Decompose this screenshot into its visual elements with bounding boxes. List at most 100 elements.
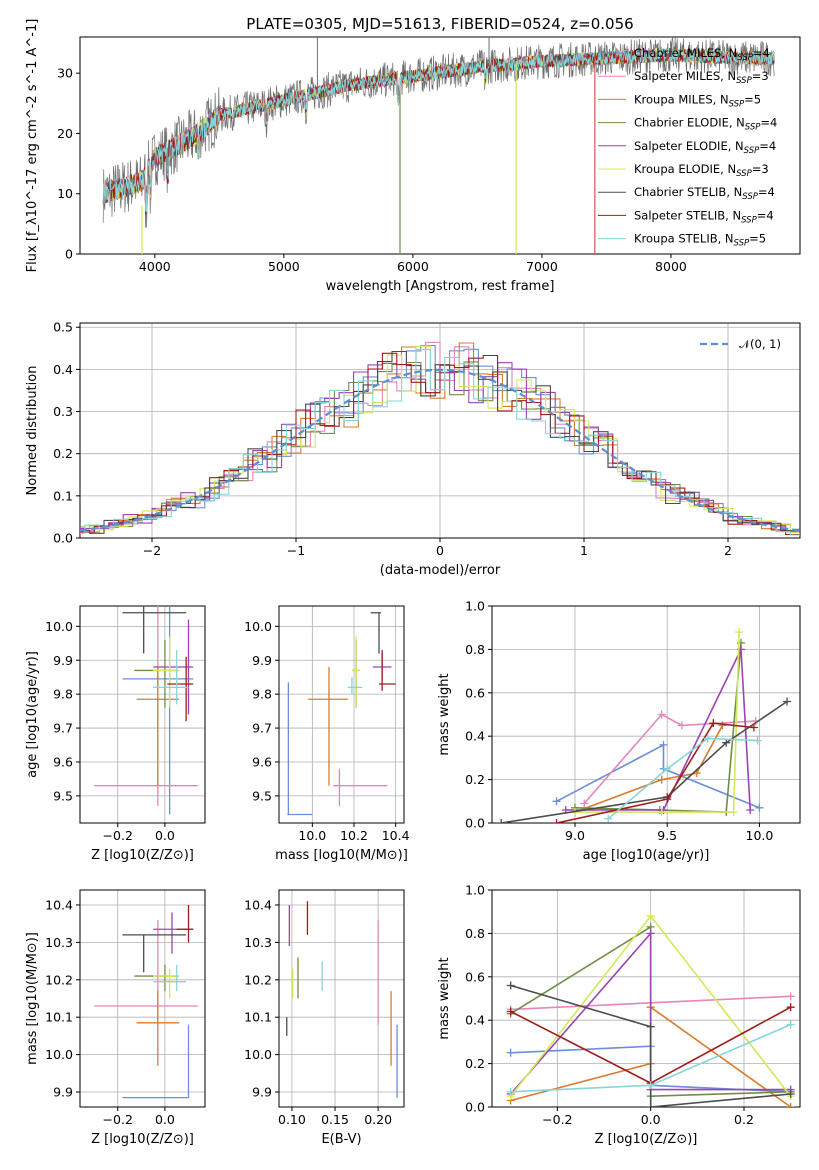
legend-label: Salpeter ELODIE, NSSP=4 bbox=[634, 139, 776, 156]
weight-point-marker bbox=[735, 628, 744, 637]
x-tick-label: −0.2 bbox=[103, 1112, 133, 1127]
plot-frame bbox=[79, 605, 206, 824]
age-vs-mass-panel: 10.0 10.2 10.4 9.5 9.6 9.7 9.8 9.9 10.0 mass [log… bbox=[244, 605, 410, 863]
legend-label-subscript: SSP bbox=[736, 169, 752, 179]
weight-point-marker bbox=[703, 734, 712, 743]
y-tick-label: 10.1 bbox=[244, 1010, 272, 1025]
weight-point-marker bbox=[786, 1003, 795, 1012]
x-tick-label: 0.20 bbox=[364, 1112, 392, 1127]
weight-point-marker bbox=[646, 912, 655, 921]
y-axis-label: Normed distribution bbox=[25, 366, 40, 496]
y-tick-label: 0.8 bbox=[465, 642, 485, 657]
weight-point-marker bbox=[722, 738, 731, 747]
weight-series-line bbox=[556, 722, 754, 823]
y-tick-label: 9.8 bbox=[252, 687, 272, 702]
weight-point-marker bbox=[663, 795, 672, 804]
y-tick-label: 9.7 bbox=[252, 721, 272, 736]
weight-vs-metallicity-panel: −0.2 0.0 0.2 0.0 0.2 0.4 0.6 0.8 1.0 Z [log10(Z/Z… bbox=[437, 883, 801, 1147]
legend-label-name: Salpeter STELIB, N bbox=[634, 208, 741, 222]
weight-point-marker bbox=[746, 805, 755, 814]
errorbars bbox=[286, 901, 398, 1098]
y-tick-label: 0.0 bbox=[53, 531, 73, 546]
spectrum-lines bbox=[102, 37, 775, 254]
weight-series-line bbox=[501, 700, 788, 823]
grid-and-ticks: 10.0 10.2 10.4 9.5 9.6 9.7 9.8 9.9 10.0 bbox=[244, 606, 410, 843]
weight-point-marker bbox=[552, 819, 561, 823]
legend-label-name: Salpeter ELODIE, N bbox=[634, 139, 744, 153]
normal-curve bbox=[80, 368, 800, 532]
x-tick-label: 0.10 bbox=[278, 1112, 306, 1127]
legend-label: 𝒩(0, 1) bbox=[739, 337, 781, 351]
y-tick-label: 0.0 bbox=[465, 816, 485, 831]
plot-frame bbox=[79, 889, 206, 1108]
weight-point-marker bbox=[506, 1087, 515, 1096]
legend-label-count: =3 bbox=[752, 69, 769, 83]
figure-title: PLATE=0305, MJD=51613, FIBERID=0524, z=0… bbox=[246, 15, 633, 33]
x-axis-label: Z [log10(Z/Z⊙)] bbox=[91, 1132, 194, 1147]
legend-label-subscript: SSP bbox=[742, 192, 758, 202]
y-tick-label: 9.5 bbox=[53, 788, 73, 803]
x-axis-label: mass [log10(M/M⊙)] bbox=[275, 848, 408, 863]
y-tick-label: 10.0 bbox=[45, 1047, 73, 1062]
y-tick-label: 0.3 bbox=[53, 404, 73, 419]
y-tick-label: 10.0 bbox=[244, 619, 272, 634]
weight-series-line bbox=[583, 713, 756, 805]
x-tick-label: 7000 bbox=[526, 259, 558, 274]
legend-label: Salpeter MILES, NSSP=3 bbox=[634, 69, 769, 86]
legend-label: Chabrier ELODIE, NSSP=4 bbox=[634, 116, 777, 133]
y-tick-label: 9.9 bbox=[53, 1085, 73, 1100]
y-tick-label: 10.4 bbox=[45, 897, 73, 912]
x-tick-label: −0.2 bbox=[103, 828, 133, 843]
weight-point-marker bbox=[786, 1020, 795, 1029]
y-tick-label: 9.9 bbox=[252, 653, 272, 668]
y-tick-label: 9.9 bbox=[252, 1085, 272, 1100]
legend-label-subscript: SSP bbox=[737, 53, 753, 63]
legend-label-name: Salpeter MILES, N bbox=[634, 69, 736, 83]
y-tick-label: 10.4 bbox=[244, 897, 272, 912]
legend-label-subscript: SSP bbox=[744, 146, 760, 156]
weight-series-line bbox=[574, 642, 742, 813]
x-tick-label: 10.2 bbox=[340, 828, 368, 843]
plot-frame bbox=[491, 605, 801, 824]
spectrum-line bbox=[102, 48, 775, 213]
legend-label-name: Kroupa MILES, N bbox=[634, 92, 729, 106]
weight-point-marker bbox=[552, 797, 561, 806]
weight-point-marker bbox=[749, 723, 758, 732]
legend-label-count: =4 bbox=[753, 46, 770, 60]
y-tick-label: 0.6 bbox=[465, 685, 485, 700]
grid-and-ticks: −2 −1 0 1 2 0.0 0.1 0.2 0.3 0.4 0.5 bbox=[53, 320, 800, 558]
mass-vs-ebv-panel: 0.10 0.15 0.20 9.9 10.0 10.1 10.2 10.3 10.4 E(B-V… bbox=[244, 889, 405, 1147]
y-tick-label: 20 bbox=[57, 126, 73, 141]
x-axis-label: (data-model)/error bbox=[380, 563, 501, 578]
x-tick-label: 8000 bbox=[655, 259, 687, 274]
x-tick-label: 9.5 bbox=[657, 828, 677, 843]
legend-label-count: =5 bbox=[744, 92, 761, 106]
y-tick-label: 0.2 bbox=[53, 446, 73, 461]
weight-point-marker bbox=[718, 721, 727, 730]
y-tick-label: 0.1 bbox=[53, 488, 73, 503]
histograms bbox=[80, 341, 800, 537]
weight-point-marker bbox=[580, 799, 589, 808]
legend-label-count: =4 bbox=[758, 185, 775, 199]
weight-point-marker bbox=[657, 710, 666, 719]
y-tick-label: 0 bbox=[65, 247, 73, 262]
x-axis-label: Z [log10(Z/Z⊙)] bbox=[91, 848, 194, 863]
legend-label-subscript: SSP bbox=[736, 76, 752, 86]
legend-label-count: =4 bbox=[759, 139, 776, 153]
y-axis-label: mass [log10(M/M⊙)] bbox=[25, 932, 40, 1065]
y-tick-label: 0.6 bbox=[465, 969, 485, 984]
legend-label-name: Kroupa ELODIE, N bbox=[634, 162, 736, 176]
y-tick-label: 10 bbox=[57, 186, 73, 201]
weight-point-marker bbox=[506, 1048, 515, 1057]
x-tick-label: −1 bbox=[287, 543, 305, 558]
x-tick-label: 0.0 bbox=[155, 828, 175, 843]
weight-point-marker bbox=[646, 1022, 655, 1031]
y-tick-label: 0.5 bbox=[53, 320, 73, 335]
weight-point-marker bbox=[709, 719, 718, 728]
weight-point-marker bbox=[646, 1081, 655, 1090]
weight-point-marker bbox=[604, 814, 613, 823]
legend-label-subscript: SSP bbox=[745, 123, 761, 133]
x-tick-label: 9.0 bbox=[565, 828, 585, 843]
weight-point-marker bbox=[497, 819, 506, 823]
y-axis-label: mass weight bbox=[437, 673, 452, 755]
